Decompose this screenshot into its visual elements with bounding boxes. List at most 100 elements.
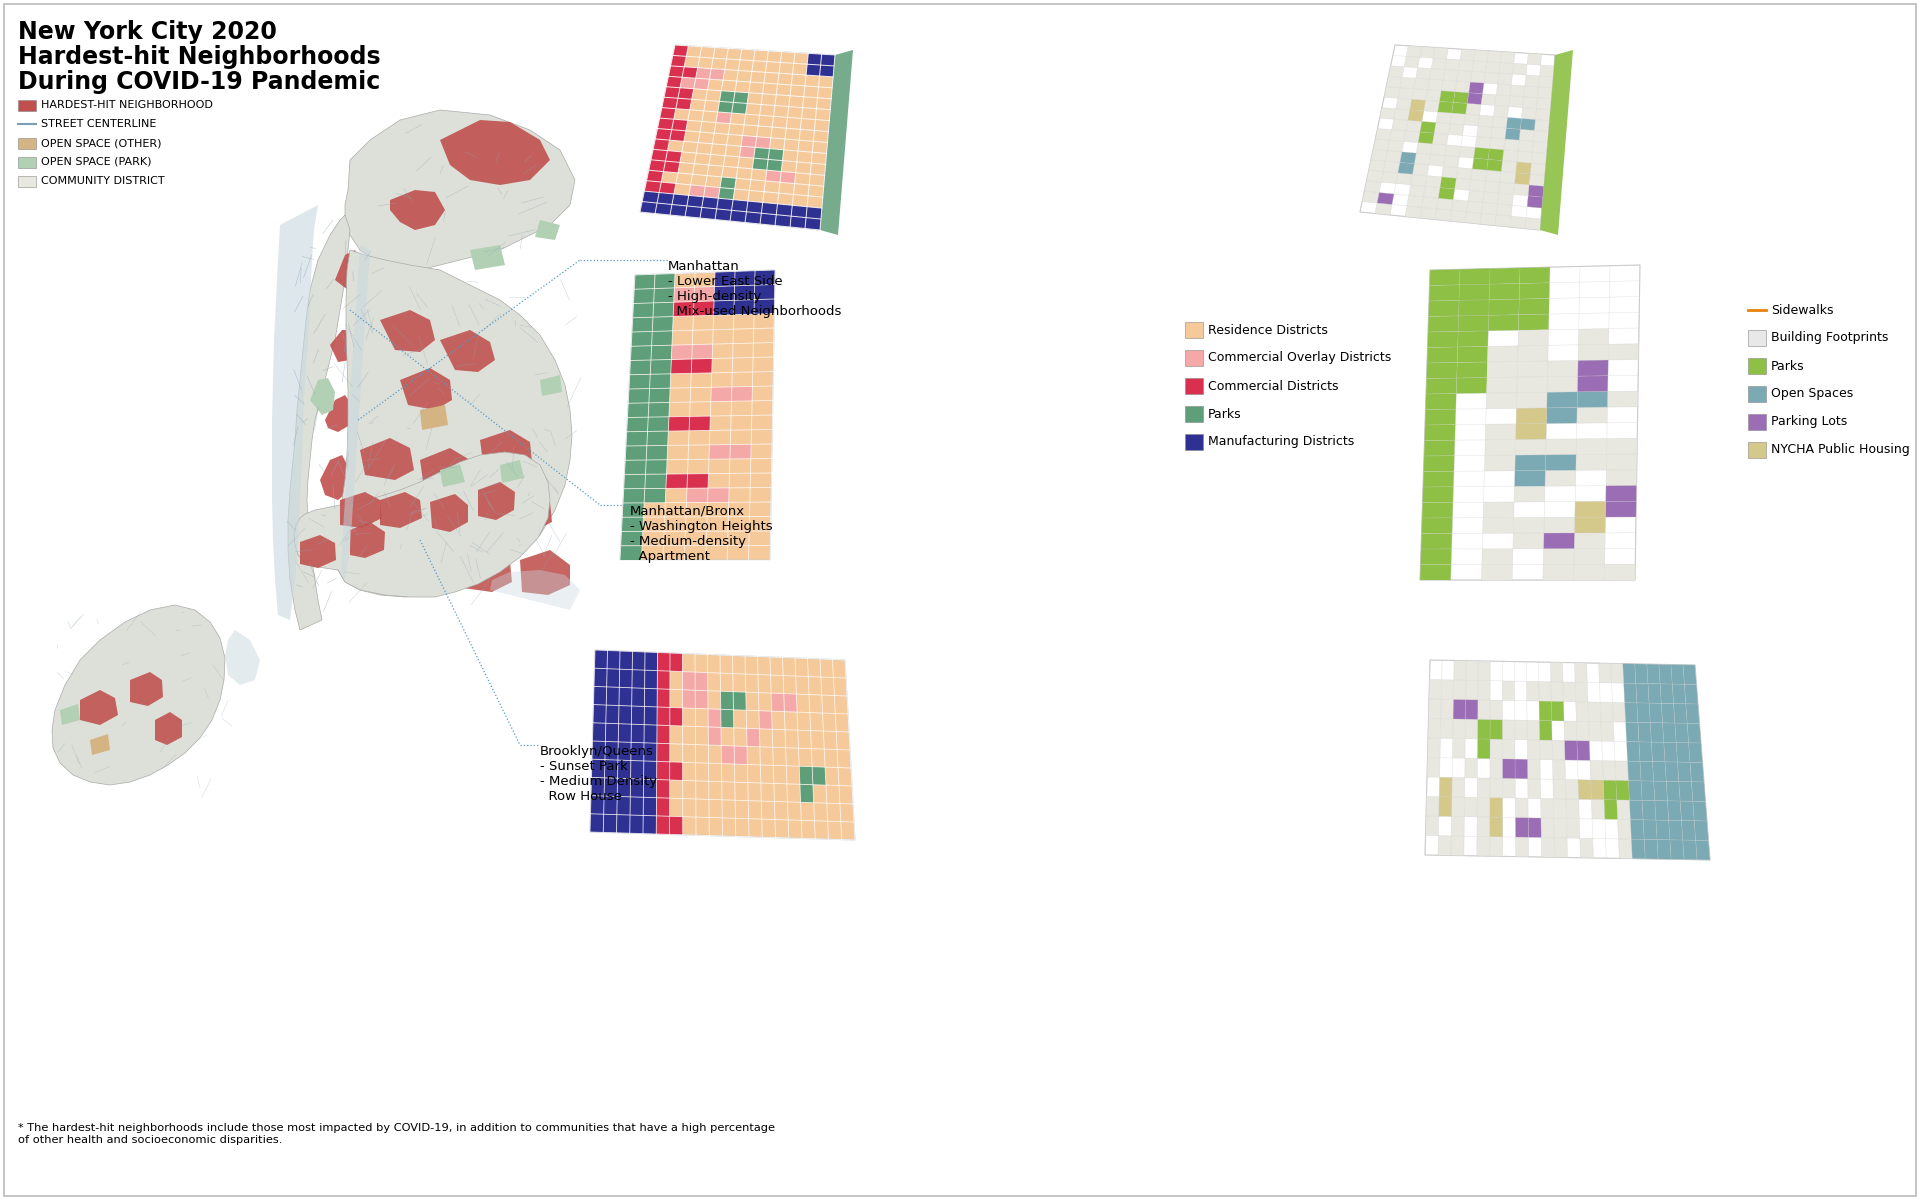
Polygon shape — [670, 55, 685, 67]
Polygon shape — [1450, 210, 1467, 222]
Polygon shape — [1553, 838, 1567, 858]
Polygon shape — [1521, 108, 1536, 120]
Polygon shape — [1528, 818, 1542, 838]
Polygon shape — [630, 797, 643, 816]
Polygon shape — [1519, 268, 1549, 283]
Polygon shape — [1670, 665, 1684, 684]
Polygon shape — [591, 778, 605, 796]
Polygon shape — [716, 198, 733, 210]
Polygon shape — [1427, 797, 1440, 816]
Polygon shape — [1670, 665, 1684, 684]
Polygon shape — [1565, 721, 1576, 740]
Polygon shape — [1590, 780, 1603, 799]
Polygon shape — [1413, 163, 1428, 175]
Polygon shape — [1630, 820, 1644, 839]
Polygon shape — [1544, 533, 1574, 548]
Polygon shape — [1515, 817, 1528, 838]
Polygon shape — [1478, 700, 1490, 720]
Polygon shape — [1409, 185, 1425, 197]
Polygon shape — [1515, 173, 1530, 185]
Polygon shape — [695, 672, 708, 691]
Polygon shape — [670, 816, 684, 835]
Polygon shape — [1653, 762, 1667, 781]
Text: Commercial Districts: Commercial Districts — [1208, 379, 1338, 392]
Polygon shape — [616, 779, 630, 797]
Polygon shape — [820, 50, 852, 235]
Polygon shape — [1421, 533, 1452, 550]
Polygon shape — [1513, 64, 1526, 76]
Polygon shape — [1626, 742, 1640, 761]
Polygon shape — [1588, 721, 1601, 742]
Polygon shape — [1636, 683, 1649, 703]
Polygon shape — [1574, 517, 1605, 533]
Polygon shape — [670, 130, 685, 142]
Polygon shape — [1459, 269, 1490, 284]
Polygon shape — [722, 745, 735, 764]
Polygon shape — [657, 707, 670, 726]
Polygon shape — [1425, 409, 1455, 425]
Polygon shape — [682, 690, 695, 708]
Polygon shape — [806, 206, 822, 220]
Polygon shape — [645, 670, 657, 689]
Text: HARDEST-HIT NEIGHBORHOOD: HARDEST-HIT NEIGHBORHOOD — [40, 100, 213, 110]
Polygon shape — [1482, 517, 1513, 533]
Polygon shape — [1538, 76, 1553, 88]
Polygon shape — [1634, 664, 1647, 684]
Polygon shape — [1695, 840, 1711, 860]
Polygon shape — [1649, 722, 1665, 743]
Polygon shape — [1484, 72, 1500, 84]
Polygon shape — [440, 464, 465, 487]
Polygon shape — [622, 503, 643, 517]
Polygon shape — [1457, 316, 1488, 331]
Polygon shape — [1661, 684, 1674, 703]
Polygon shape — [755, 148, 770, 160]
Polygon shape — [645, 181, 660, 192]
Polygon shape — [81, 690, 117, 725]
Polygon shape — [1428, 719, 1440, 738]
Polygon shape — [651, 331, 672, 346]
Polygon shape — [618, 724, 632, 743]
Polygon shape — [1517, 361, 1548, 377]
Polygon shape — [1388, 140, 1404, 152]
Polygon shape — [1515, 424, 1546, 439]
Polygon shape — [672, 194, 689, 206]
Polygon shape — [645, 707, 657, 725]
Polygon shape — [1576, 391, 1607, 408]
Polygon shape — [1455, 378, 1486, 394]
FancyBboxPatch shape — [17, 156, 36, 168]
Polygon shape — [780, 172, 795, 184]
Polygon shape — [1567, 799, 1580, 818]
Polygon shape — [1551, 701, 1565, 721]
Polygon shape — [1663, 722, 1676, 743]
Polygon shape — [1665, 762, 1678, 781]
Polygon shape — [1592, 799, 1605, 820]
Polygon shape — [1398, 162, 1415, 174]
Polygon shape — [766, 170, 781, 182]
Polygon shape — [657, 689, 670, 708]
Polygon shape — [668, 416, 689, 431]
Polygon shape — [1509, 85, 1524, 97]
Polygon shape — [1524, 217, 1542, 230]
Polygon shape — [1432, 133, 1448, 145]
Polygon shape — [1534, 131, 1548, 143]
Polygon shape — [670, 653, 682, 672]
Polygon shape — [1515, 486, 1546, 502]
Polygon shape — [319, 515, 348, 562]
Polygon shape — [1428, 155, 1446, 167]
Polygon shape — [701, 208, 716, 220]
Polygon shape — [474, 494, 497, 517]
Polygon shape — [1503, 150, 1519, 162]
Polygon shape — [666, 77, 682, 88]
Polygon shape — [1452, 102, 1467, 114]
Polygon shape — [1528, 185, 1544, 197]
Polygon shape — [1603, 780, 1617, 800]
Polygon shape — [682, 67, 697, 78]
Polygon shape — [624, 474, 645, 488]
Polygon shape — [1488, 149, 1503, 161]
Polygon shape — [1505, 128, 1521, 140]
Polygon shape — [1540, 798, 1553, 818]
Polygon shape — [657, 725, 670, 744]
Polygon shape — [768, 149, 783, 161]
Polygon shape — [1428, 284, 1459, 301]
Polygon shape — [657, 671, 670, 689]
